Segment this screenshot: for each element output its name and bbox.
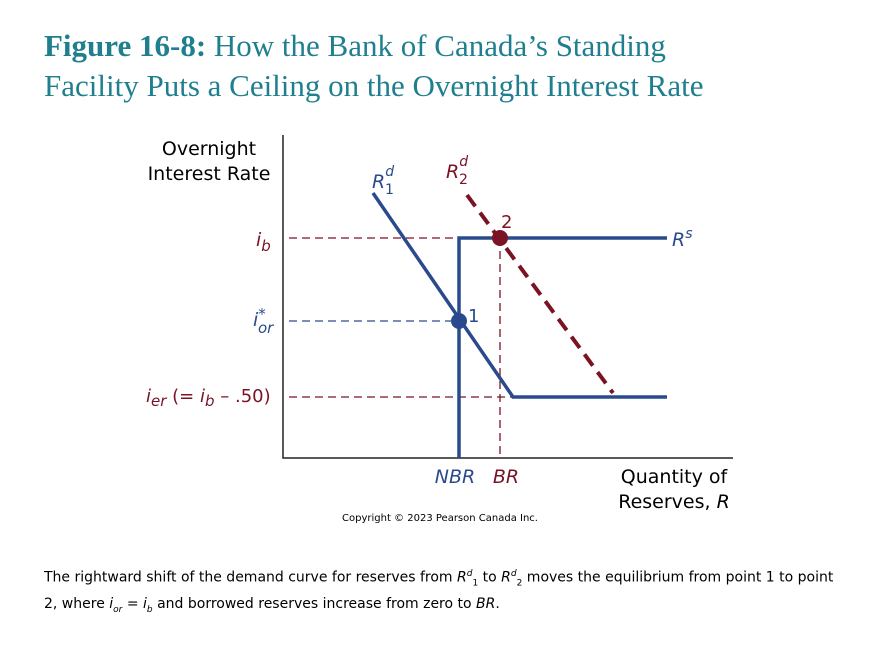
ib-label: ib: [256, 229, 271, 255]
demand-curve-1: [371, 192, 667, 399]
point-label: 1: [468, 306, 479, 327]
point-1: [451, 313, 467, 329]
axes: [282, 135, 733, 459]
caption: The rightward shift of the demand curve …: [44, 564, 844, 621]
caption-text: R: [501, 569, 511, 586]
caption-text: BR: [476, 596, 496, 613]
ior-label: i* or: [253, 305, 274, 337]
demand-curve-2: [465, 193, 615, 395]
caption-text: 1: [472, 578, 479, 589]
caption-text: =: [122, 596, 144, 613]
rd2-label: Rd 2: [446, 154, 468, 188]
br-label: BR: [493, 466, 519, 488]
caption-text: i: [143, 596, 147, 613]
caption-text: R: [457, 569, 467, 586]
caption-text: moves the equilibrium from point 1 to po…: [44, 569, 834, 613]
caption-text: and borrowed reserves increase from zero…: [152, 596, 477, 613]
title-text: Facility Puts a Ceiling on the Overnight…: [44, 68, 704, 103]
x-axis-label: Quantity of Reserves, R: [618, 466, 730, 513]
caption-text: d: [467, 569, 473, 579]
caption-text: d: [466, 569, 473, 579]
caption-text: or: [113, 605, 122, 615]
title: Figure 16-8: How the Bank of Canada’s St…: [44, 26, 704, 106]
caption-text: .: [495, 596, 500, 613]
supply-curve: [457, 236, 667, 458]
title-text: How the Bank of Canada’s Standing: [213, 28, 666, 63]
point-label: 2: [501, 212, 512, 233]
y-axis-label: Overnight Interest Rate: [148, 138, 271, 185]
caption-text: b: [146, 605, 153, 616]
ier-label: ier (= ib – .50): [146, 386, 271, 410]
caption-text: i: [109, 596, 114, 613]
caption-text: The rightward shift of the demand curve …: [44, 569, 458, 586]
nbr-label: NBR: [435, 466, 475, 488]
caption-text: or: [113, 605, 123, 616]
rd1-label: Rd 1: [372, 164, 394, 198]
rs-label: Rs: [672, 226, 693, 251]
copyright: Copyright © 2023 Pearson Canada Inc.: [342, 513, 538, 524]
guides: [282, 135, 733, 459]
diagram: Overnight Interest Rate Quantity of Reserv…: [146, 135, 733, 524]
caption-text: d: [511, 569, 517, 579]
caption-text: d: [510, 569, 517, 579]
figure-label: Figure 16-8:: [44, 28, 207, 63]
caption-text: 2: [516, 578, 523, 589]
caption-text: to: [478, 569, 502, 586]
caption-text: b: [147, 605, 153, 615]
point-2: [492, 230, 508, 246]
